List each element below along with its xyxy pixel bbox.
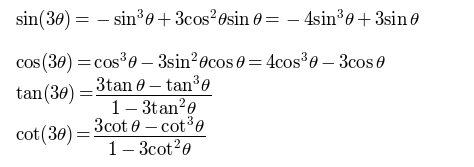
Text: $\cos(3\theta) = \cos^3\!\theta - 3\sin^2\!\theta\cos\theta = 4\cos^3\!\theta - : $\cos(3\theta) = \cos^3\!\theta - 3\sin^…: [15, 51, 386, 76]
Text: $\tan(3\theta) = \dfrac{3\tan\theta - \tan^3\!\theta}{1 - 3\tan^2\!\theta}$: $\tan(3\theta) = \dfrac{3\tan\theta - \t…: [15, 73, 211, 117]
Text: $\cot(3\theta) = \dfrac{3\cot\theta - \cot^3\!\theta}{1 - 3\cot^2\!\theta}$: $\cot(3\theta) = \dfrac{3\cot\theta - \c…: [15, 115, 205, 158]
Text: $\sin(3\theta) = -\sin^3\!\theta + 3\cos^2\!\theta\sin\theta = -4\sin^3\!\theta : $\sin(3\theta) = -\sin^3\!\theta + 3\cos…: [15, 8, 419, 33]
